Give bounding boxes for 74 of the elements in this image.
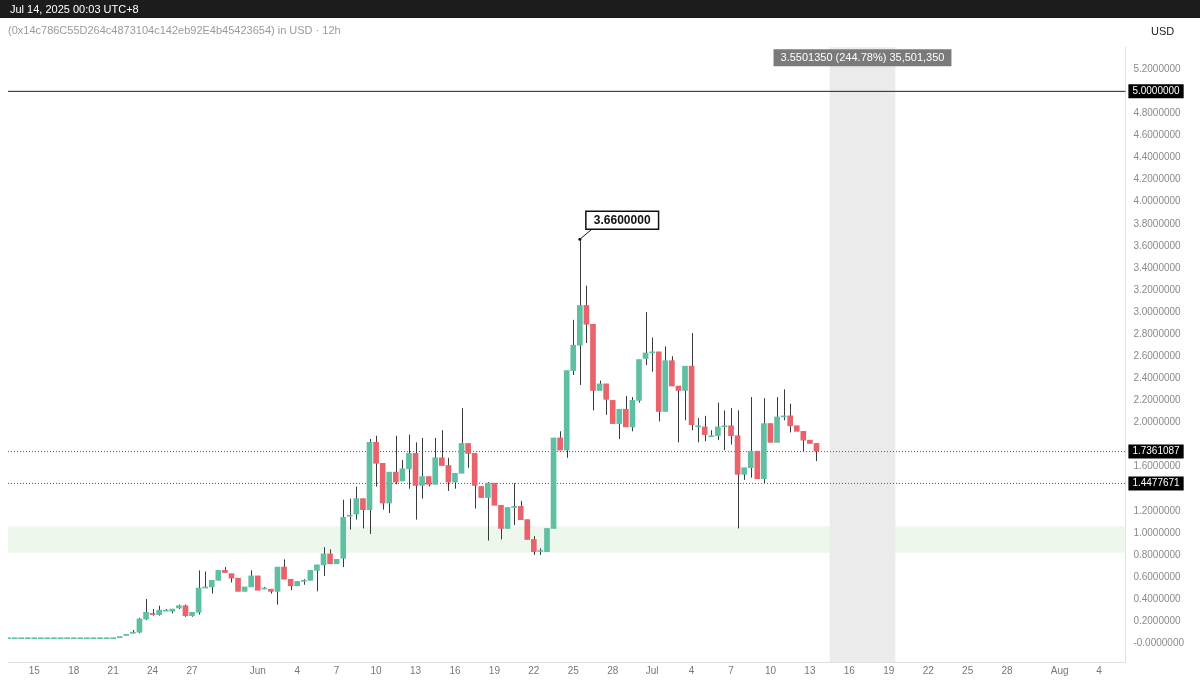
ref-line-label: 1.7361087 [1132,445,1181,457]
y-tick-label: 0.6000000 [1133,570,1182,582]
candlestick [603,383,609,416]
y-tick-label: 4.2000000 [1133,173,1182,185]
y-tick-label: 1.0000000 [1133,526,1182,538]
x-tick-label: 25 [567,664,580,676]
candlestick [623,395,629,428]
x-tick-label: 19 [488,664,501,676]
y-tick-label: 0.4000000 [1133,592,1182,604]
ref-line-label: 5.0000000 [1132,85,1181,97]
x-tick-label: 7 [333,664,340,676]
x-tick-label: Aug [1050,664,1069,676]
y-tick-label: 3.4000000 [1133,261,1182,273]
x-tick-label: 13 [804,664,816,676]
x-tick-label: 16 [843,664,856,676]
y-tick-label: 4.6000000 [1133,129,1182,141]
x-tick-label: Jun [249,664,266,676]
x-tick-label: 19 [883,664,895,676]
x-tick-label: 28 [607,664,619,676]
y-tick-label: 5.2000000 [1133,63,1182,75]
x-tick-label: 16 [449,664,461,676]
candlestick [360,498,366,529]
y-tick-label: 2.0000000 [1133,416,1182,428]
x-tick-label: 27 [186,664,199,676]
x-tick-label: 10 [370,664,383,676]
y-tick-label: 2.8000000 [1133,327,1182,339]
candlestick [346,498,353,531]
y-axis-title: USD [1151,25,1175,38]
y-tick-label: 2.4000000 [1133,372,1182,384]
x-tick-label: 13 [409,664,422,676]
x-tick-label: 25 [962,664,974,676]
y-tick-label: -0.0000000 [1133,636,1185,648]
y-tick-label: 3.6000000 [1133,239,1182,251]
y-tick-label: 0.8000000 [1133,548,1182,560]
x-tick-label: 4 [1096,664,1103,676]
x-tick-label: 7 [728,664,735,676]
y-tick-label: 3.8000000 [1133,217,1182,229]
candlestick [701,415,708,442]
candlestick [695,417,701,443]
y-tick-label: 2.2000000 [1133,394,1182,406]
y-tick-label: 4.0000000 [1133,195,1182,207]
candlestick [484,481,491,542]
candlestick [392,435,399,485]
x-tick-label: 4 [294,664,301,676]
text: Jul 14, 2025 00:03 UTC+8 [10,3,139,15]
y-tick-label: 1.2000000 [1133,504,1182,516]
candlestick [143,598,149,621]
candlestick [721,409,728,451]
y-tick-label: 3.2000000 [1133,283,1182,295]
x-tick-label: 15 [28,664,41,676]
candlestick [419,437,425,500]
y-tick-label: 2.6000000 [1133,350,1182,362]
annotation: 3.5501350 (244.78%) 35,501,350 [780,51,945,64]
x-tick-label: 4 [688,664,695,676]
x-tick-label: Jul [645,664,659,676]
x-tick-label: 22 [922,664,935,676]
x-tick-label: 18 [68,664,80,676]
candlestick [406,434,412,490]
x-tick-label: 22 [528,664,540,676]
candlestick [616,408,623,440]
chart-title: (0x14c786C55D264c4873104c142eb92E4b45423654) in USD · 12h [8,23,341,36]
candlestick [609,399,616,425]
x-tick-label: 21 [107,664,120,676]
x-tick-label: 10 [764,664,777,676]
y-tick-label: 0.2000000 [1133,614,1182,626]
y-tick-label: 3.0000000 [1133,305,1182,317]
candlestick [767,423,774,443]
y-tick-label: 4.4000000 [1133,151,1182,163]
y-tick-label: 1.6000000 [1133,460,1182,472]
x-tick-label: 28 [1001,664,1014,676]
ref-line-label: 1.4477671 [1132,477,1181,489]
annotation: 3.6600000 [593,212,651,227]
x-tick-label: 24 [147,664,159,676]
y-tick-label: 4.8000000 [1133,107,1182,119]
